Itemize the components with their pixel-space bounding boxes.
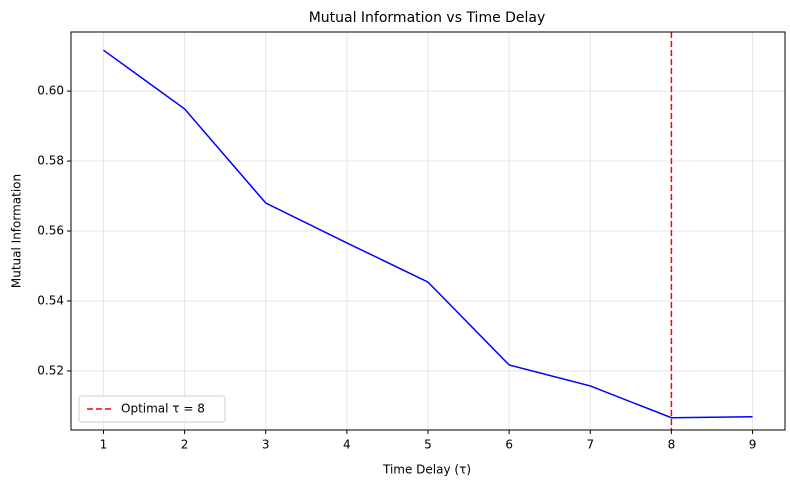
x-tick-label: 8 [668, 438, 676, 452]
x-tick-label: 9 [749, 438, 757, 452]
x-tick-label: 1 [100, 438, 108, 452]
x-tick-label: 7 [586, 438, 594, 452]
y-tick-label: 0.58 [37, 154, 64, 168]
x-tick-label: 4 [343, 438, 351, 452]
x-axis-label: Time Delay (τ) [382, 463, 471, 477]
x-tick-label: 5 [424, 438, 432, 452]
y-tick-label: 0.54 [37, 293, 64, 307]
plot-frame [70, 31, 786, 431]
y-tick-label: 0.52 [37, 363, 64, 377]
x-tick-label: 2 [181, 438, 189, 452]
x-tick-label: 3 [262, 438, 270, 452]
y-axis-label: Mutual Information [10, 174, 24, 288]
line-series [103, 49, 753, 419]
x-tick-label: 6 [505, 438, 513, 452]
y-tick-label: 0.56 [37, 224, 64, 238]
chart-title: Mutual Information vs Time Delay [309, 10, 546, 26]
legend-box [78, 395, 226, 423]
legend-label: Optimal τ = 8 [121, 402, 205, 416]
y-tick-label: 0.60 [37, 84, 64, 98]
